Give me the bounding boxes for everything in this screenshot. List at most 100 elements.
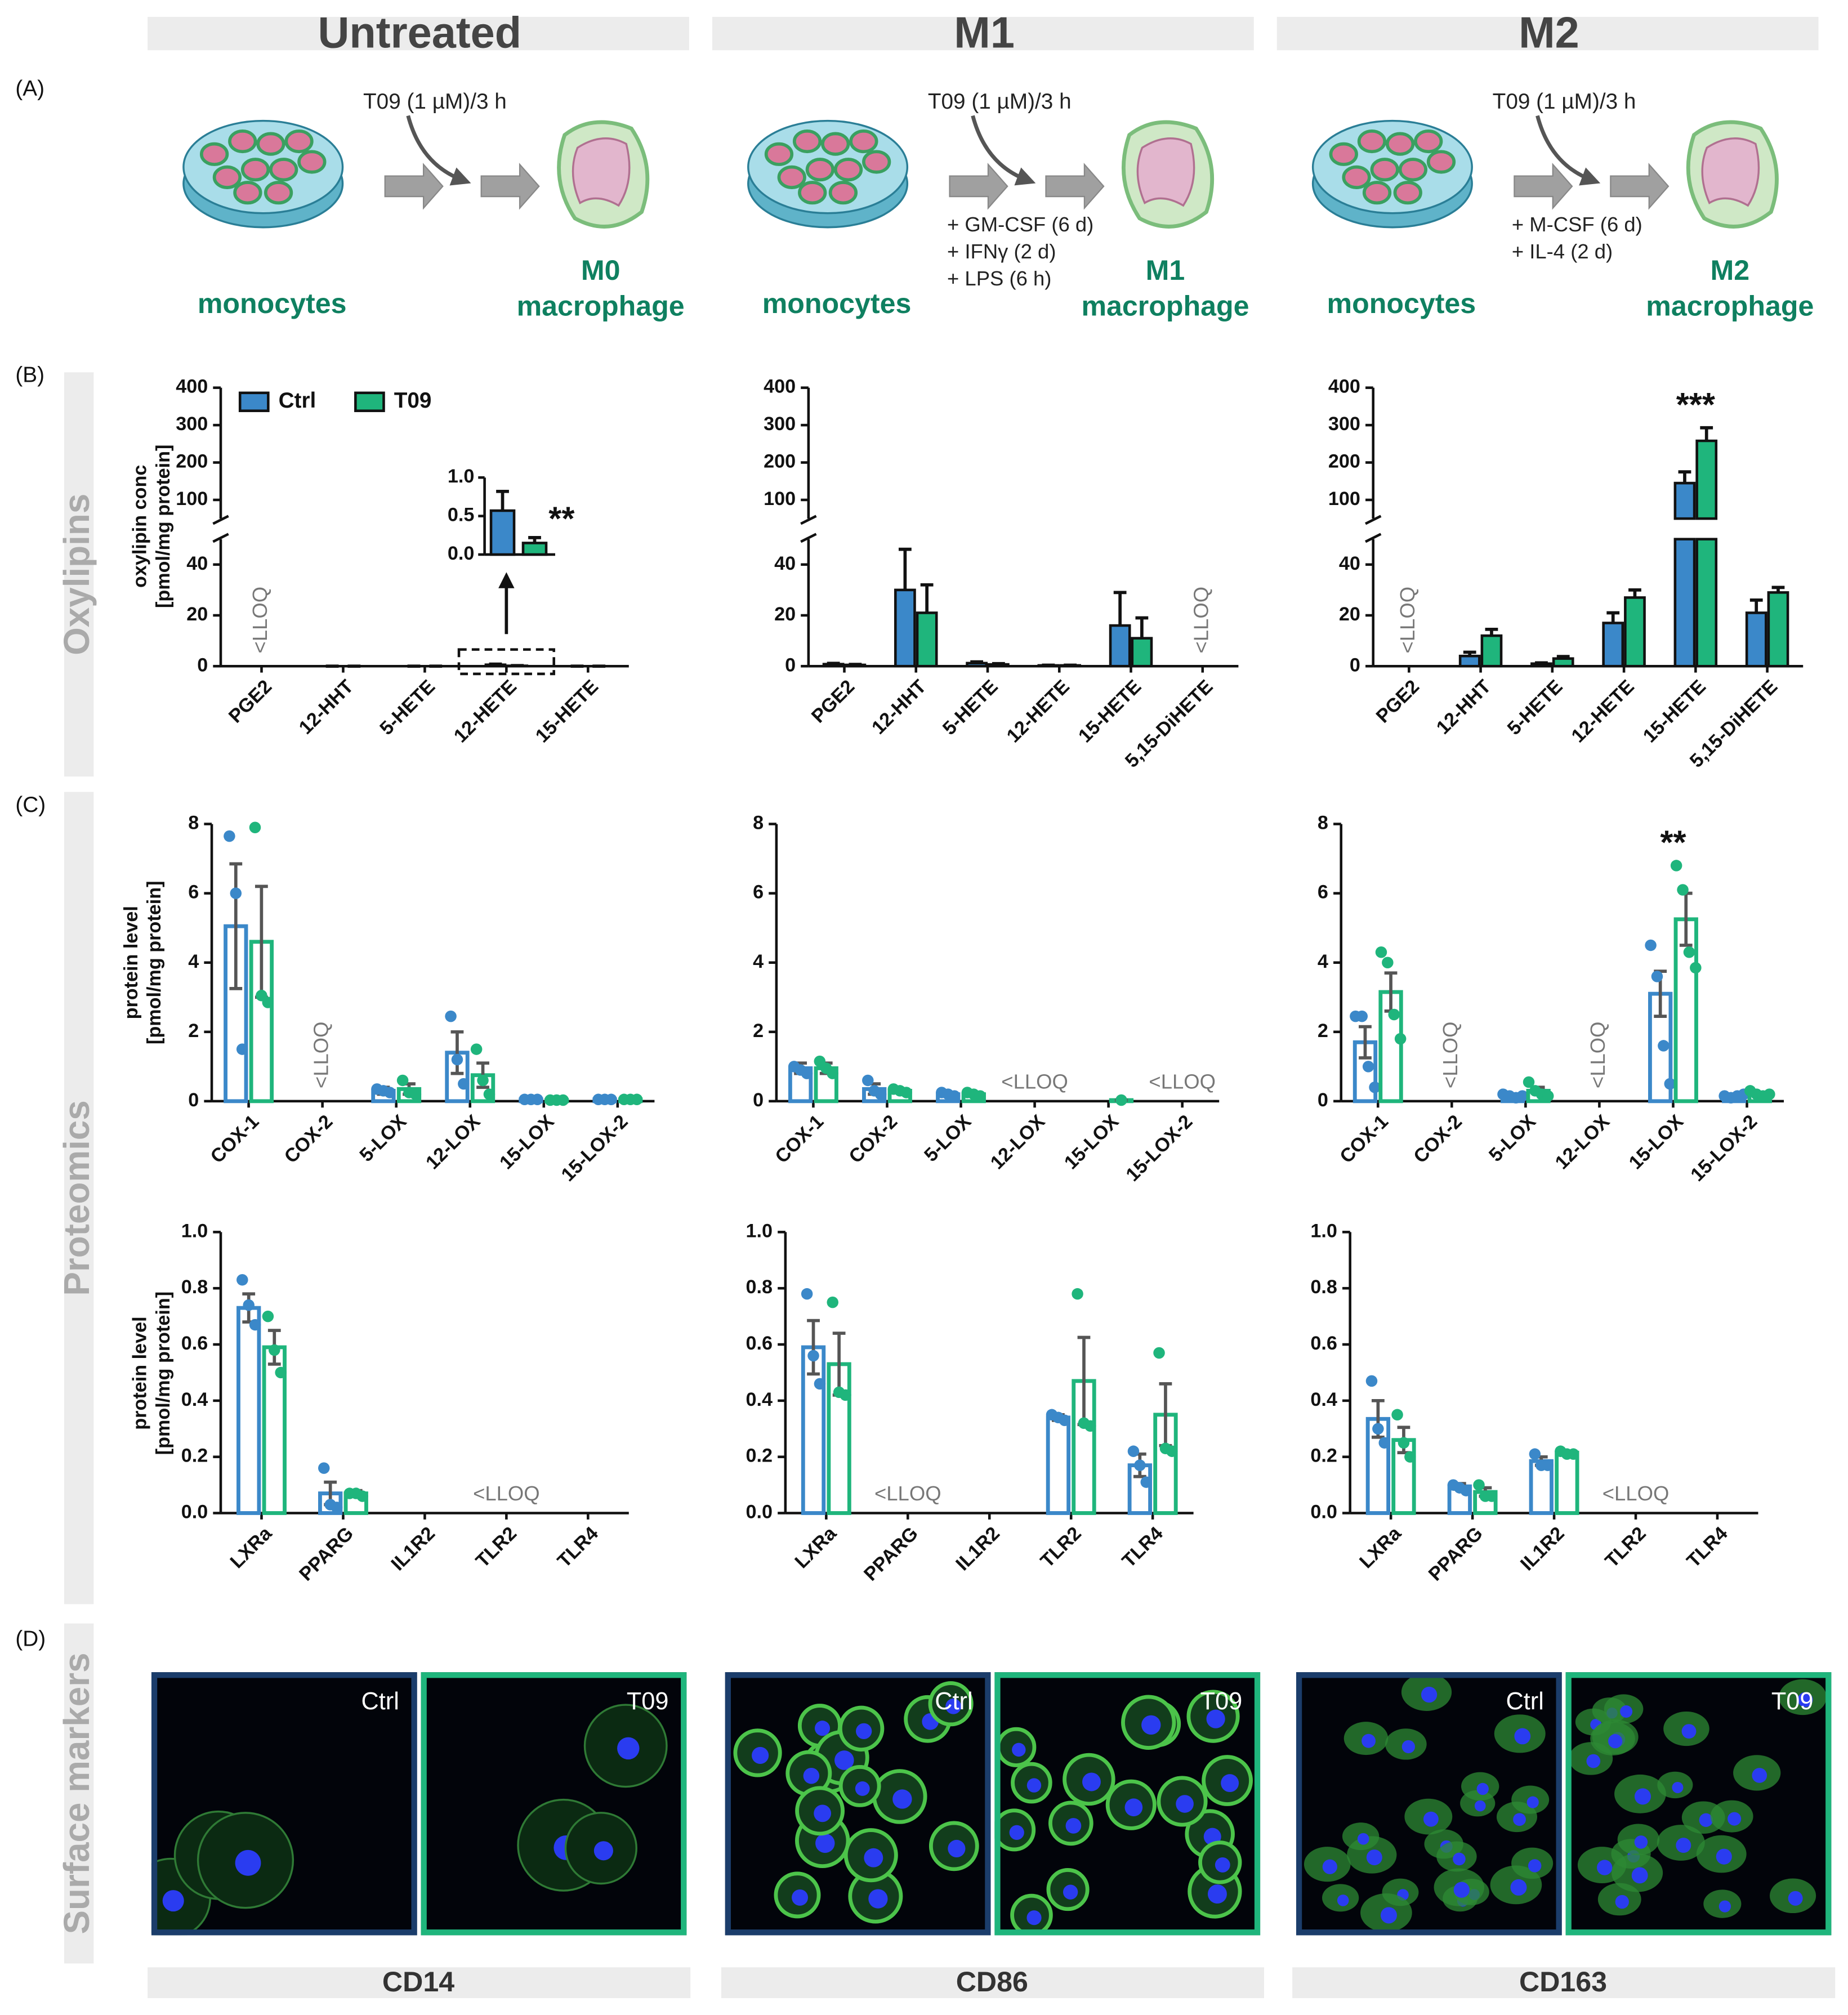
x-tick-label: 12-HETE	[1568, 676, 1639, 747]
condition-label: T09	[1200, 1688, 1243, 1715]
nucleus	[868, 1889, 888, 1909]
nucleus	[162, 1890, 184, 1912]
y-tick-label: 0.6	[1310, 1333, 1337, 1354]
nucleus	[814, 1804, 832, 1822]
monocyte	[849, 129, 878, 154]
data-point	[1516, 1090, 1528, 1102]
y-tick-label: 0	[785, 654, 796, 676]
y-tick-label: 1.0	[746, 1220, 773, 1241]
bar	[1767, 591, 1789, 668]
error-bar	[970, 660, 984, 664]
y-tick-label: 200	[1328, 451, 1360, 472]
treatment-label: T09 (1 µM)/3 h	[1493, 90, 1636, 114]
data-point	[1529, 1448, 1541, 1460]
x-tick-label: COX-1	[1336, 1111, 1392, 1168]
micrograph: Ctrl	[1296, 1672, 1562, 1936]
data-point	[318, 1462, 330, 1474]
y-tick-label: 6	[188, 882, 199, 903]
data-point	[1683, 946, 1695, 958]
monocyte	[240, 158, 270, 182]
data-point	[356, 1490, 368, 1502]
process-arrow	[1514, 163, 1573, 210]
nucleus	[1716, 1848, 1732, 1865]
lloq-label: <LLOQ	[1586, 1022, 1609, 1089]
legend-swatch	[238, 391, 270, 412]
y-axis-label: [pmol/mg protein]	[144, 881, 165, 1044]
end-label: macrophage	[517, 291, 685, 322]
data-point	[1375, 946, 1387, 958]
y-axis-label: [pmol/mg protein]	[153, 445, 174, 608]
y-tick-label: 0.8	[746, 1276, 773, 1298]
y-tick-label: 0.2	[1310, 1445, 1337, 1467]
error-bar	[1700, 426, 1713, 441]
x-tick-label: COX-2	[280, 1111, 337, 1168]
monocyte	[1398, 158, 1428, 182]
bar	[966, 662, 988, 668]
row-label: Surface markers	[56, 1652, 97, 1934]
y-tick-label: 300	[176, 413, 208, 435]
x-tick-label: 12-HHT	[868, 676, 931, 739]
nucleus	[1357, 1833, 1369, 1845]
data-point	[1658, 1040, 1670, 1052]
process-arrow	[480, 163, 540, 210]
x-tick-label: LXRa	[226, 1522, 276, 1572]
data-point	[331, 1502, 343, 1513]
bar	[1552, 657, 1574, 668]
row-label-bar	[64, 372, 94, 777]
row-label-bar	[64, 792, 94, 1605]
data-point	[1398, 1437, 1410, 1449]
significance-label: **	[1660, 824, 1686, 861]
data-point	[269, 1344, 280, 1356]
marker-label: CD14	[382, 1966, 454, 1998]
nucleus	[815, 1833, 835, 1853]
nucleus	[834, 1750, 854, 1770]
nucleus	[1337, 1895, 1349, 1906]
data-point	[249, 821, 261, 833]
data-point	[1391, 1409, 1403, 1421]
data-point	[451, 1053, 463, 1066]
monocyte	[1414, 129, 1443, 154]
lloq-label: <LLOQ	[1001, 1070, 1068, 1093]
y-axis-label: oxylipin conc	[130, 465, 151, 588]
nucleus	[1207, 1884, 1227, 1904]
data-point	[409, 1088, 422, 1100]
x-tick-label: IL1R2	[387, 1523, 439, 1575]
macrophage-nucleus	[1136, 137, 1195, 207]
y-tick-label: 0	[1318, 1089, 1328, 1111]
error-bar	[849, 663, 862, 666]
x-tick-label: 5-HETE	[376, 676, 439, 739]
x-tick-label: LXRa	[791, 1522, 841, 1572]
x-tick-label: PPARG	[1425, 1523, 1487, 1585]
data-point	[874, 1088, 887, 1100]
nucleus	[1362, 1733, 1376, 1748]
x-tick-label: PPARG	[295, 1523, 358, 1585]
data-point	[827, 1067, 838, 1079]
y-tick-label: 400	[764, 376, 796, 397]
data-point	[814, 1378, 826, 1390]
x-tick-label: 15-LOX	[1625, 1111, 1688, 1174]
lloq-label: <LLOQ	[248, 587, 271, 654]
monocyte	[777, 165, 806, 189]
error-bar	[1135, 616, 1149, 638]
data-point	[1166, 1445, 1178, 1457]
data-point	[1127, 1445, 1140, 1457]
nucleus	[1221, 1774, 1239, 1793]
data-point	[1394, 1033, 1407, 1045]
data-point	[1651, 971, 1663, 982]
nucleus	[1141, 1715, 1161, 1735]
x-tick-label: 5-LOX	[1485, 1111, 1540, 1166]
monocyte	[1342, 165, 1371, 189]
process-arrow	[1610, 163, 1670, 210]
nucleus	[803, 1767, 820, 1784]
data-point	[801, 1288, 813, 1300]
bar	[1673, 481, 1696, 668]
data-point	[1764, 1088, 1775, 1100]
monocyte	[1385, 132, 1415, 156]
end-label: macrophage	[1646, 291, 1814, 322]
nucleus	[617, 1737, 640, 1760]
x-tick-label: TLR4	[1682, 1523, 1731, 1572]
nucleus	[864, 1848, 883, 1867]
column-header-bar	[1276, 16, 1819, 51]
error-bar	[807, 1319, 820, 1376]
